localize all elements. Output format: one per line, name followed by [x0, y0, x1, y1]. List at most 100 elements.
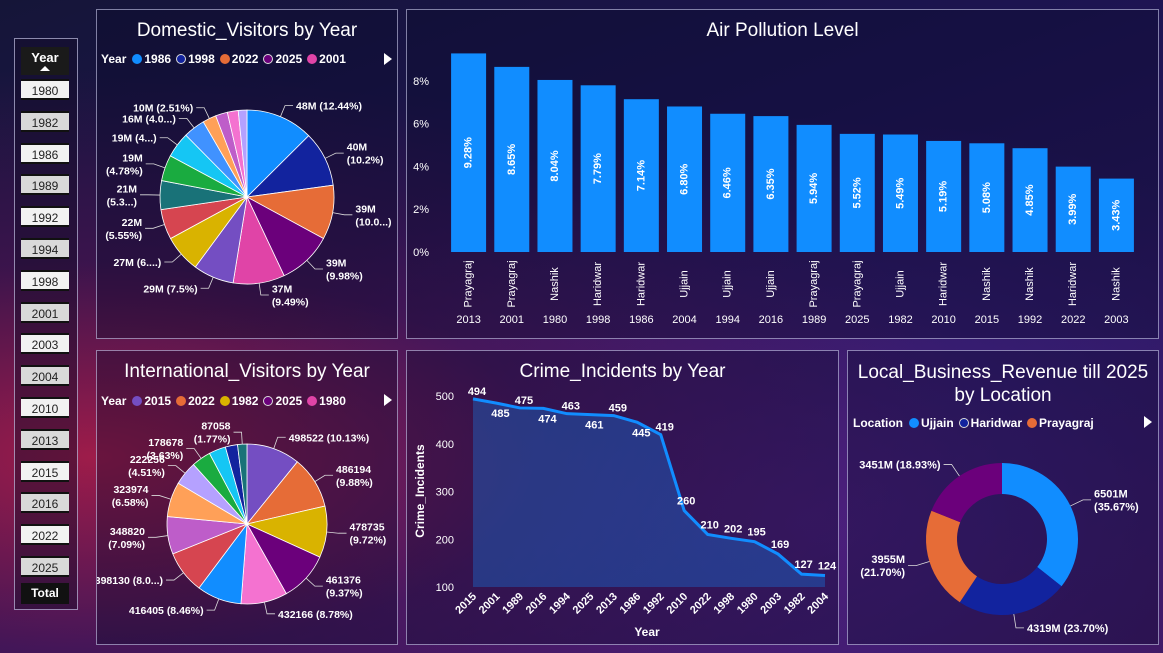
slicer-item-1980[interactable]: 1980: [21, 79, 69, 100]
legend-item-prayagraj[interactable]: Prayagraj: [1027, 416, 1094, 430]
legend-item-2025[interactable]: 2025: [263, 394, 302, 408]
slicer-item-2004[interactable]: 2004: [21, 365, 69, 387]
x-category-label: Nashik: [981, 267, 993, 301]
bar[interactable]: [451, 53, 487, 252]
pie-slice[interactable]: [237, 109, 248, 198]
slice-label: 39M: [355, 203, 376, 215]
pie-slice[interactable]: [959, 566, 1062, 615]
slicer-item-1989[interactable]: 1989: [21, 174, 69, 196]
slice-label: 48M (12.44%): [296, 101, 362, 113]
series-line[interactable]: [472, 397, 826, 578]
x-year-label: 1980: [543, 314, 567, 326]
pie-slice[interactable]: [246, 109, 310, 198]
slice-label: (6.58%): [112, 497, 149, 509]
x-year-label: 1994: [715, 314, 739, 326]
legend-next-arrow-icon[interactable]: [384, 53, 392, 65]
x-tick-label: 1992: [641, 591, 667, 617]
x-year-label: 1998: [586, 314, 610, 326]
data-label: 475: [515, 395, 533, 407]
slicer-item-1994[interactable]: 1994: [21, 237, 69, 259]
slicer-item-2015[interactable]: 2015: [21, 460, 69, 482]
legend-item-1982[interactable]: 1982: [219, 394, 258, 408]
legend-item-1980[interactable]: 1980: [307, 394, 346, 408]
x-tick-label: 2025: [571, 591, 597, 617]
slicer-item-2013[interactable]: 2013: [21, 428, 69, 450]
bar[interactable]: [796, 124, 832, 252]
bar-data-label: 5.08%: [981, 182, 993, 213]
bar[interactable]: [494, 66, 530, 252]
x-tick-label: 2001: [477, 591, 503, 617]
crime-incidents-title: Crime_Incidents by Year: [519, 361, 726, 382]
slice-label: 398130 (8.0...): [97, 575, 163, 587]
bar[interactable]: [969, 143, 1005, 252]
slicer-header[interactable]: Year: [21, 47, 69, 75]
x-category-label: Haridwar: [592, 262, 604, 306]
bar-data-label: 6.80%: [679, 163, 691, 194]
slice-label: 39M: [326, 257, 347, 269]
bar[interactable]: [537, 79, 573, 252]
legend-marker: [307, 54, 318, 64]
bar-data-label: 8.04%: [549, 150, 561, 181]
slicer-item-2010[interactable]: 2010: [21, 396, 69, 418]
slice-label: 3955M: [871, 554, 905, 566]
legend-next-arrow-icon[interactable]: [384, 394, 392, 406]
bar[interactable]: [623, 99, 659, 252]
slicer-item-2003[interactable]: 2003: [21, 333, 69, 355]
x-tick-label: 1989: [500, 591, 526, 617]
bar[interactable]: [580, 85, 616, 252]
bar[interactable]: [882, 134, 918, 252]
slicer-item-1992[interactable]: 1992: [21, 206, 69, 228]
x-category-label: Prayagraj: [463, 260, 475, 307]
leader-line: [200, 277, 214, 289]
bar[interactable]: [839, 133, 875, 252]
sort-up-icon[interactable]: [40, 66, 50, 71]
data-label: 169: [771, 539, 789, 551]
bar[interactable]: [1055, 166, 1091, 252]
slice-label: 29M (7.5%): [143, 283, 197, 295]
legend-marker: [219, 54, 230, 64]
year-slicer[interactable]: Year 1980 1982 1986 1989 1992 1994 1998 2001 200…: [14, 38, 78, 610]
legend-item-1986[interactable]: 1986: [132, 52, 171, 66]
data-label: 459: [609, 403, 627, 415]
bar[interactable]: [710, 113, 746, 252]
slicer-item-2025[interactable]: 2025: [21, 555, 69, 577]
bar[interactable]: [1012, 148, 1048, 252]
leader-line: [166, 572, 184, 581]
pie-slice[interactable]: [926, 510, 978, 603]
leader-line: [258, 283, 269, 296]
slicer-item-1998[interactable]: 1998: [21, 269, 69, 291]
slicer-item-2022[interactable]: 2022: [21, 524, 69, 546]
slicer-item-2001[interactable]: 2001: [21, 301, 69, 323]
slicer-total[interactable]: Total: [21, 583, 69, 604]
pie-slice[interactable]: [1002, 463, 1078, 587]
slicer-item-1986[interactable]: 1986: [21, 142, 69, 164]
bar[interactable]: [667, 106, 703, 252]
bar[interactable]: [926, 140, 962, 252]
legend-item-2015[interactable]: 2015: [132, 394, 171, 408]
legend-item-2001[interactable]: 2001: [307, 52, 346, 66]
legend-item-haridwar[interactable]: Haridwar: [958, 416, 1022, 430]
x-category-label: Haridwar: [635, 262, 647, 306]
legend-item-2025[interactable]: 2025: [263, 52, 302, 66]
legend-item-1998[interactable]: 1998: [176, 52, 215, 66]
slicer-item-2016[interactable]: 2016: [21, 492, 69, 514]
legend-next-arrow-icon[interactable]: [1144, 416, 1152, 428]
leader-line: [943, 464, 960, 477]
leader-line: [233, 431, 243, 445]
data-label: 419: [656, 422, 674, 434]
bar-data-label: 7.14%: [635, 160, 647, 191]
legend-marker: [307, 396, 318, 406]
legend-item-2022[interactable]: 2022: [176, 394, 215, 408]
bar[interactable]: [753, 116, 789, 252]
legend-label: 1986: [144, 52, 172, 66]
slicer-item-1982[interactable]: 1982: [21, 110, 69, 132]
leader-line: [280, 105, 294, 117]
legend-item-ujjain[interactable]: Ujjain: [909, 416, 954, 430]
x-category-label: Nashik: [549, 267, 561, 301]
legend-item-2022[interactable]: 2022: [219, 52, 258, 66]
pie-slice[interactable]: [931, 463, 1002, 523]
bar[interactable]: [1098, 178, 1134, 252]
legend-marker: [176, 54, 187, 64]
revenue-donut-chart: 6501M(35.67%) 4319M (23.70%) 3955M(21.70%)…: [859, 459, 1139, 634]
data-label: 127: [794, 559, 812, 571]
